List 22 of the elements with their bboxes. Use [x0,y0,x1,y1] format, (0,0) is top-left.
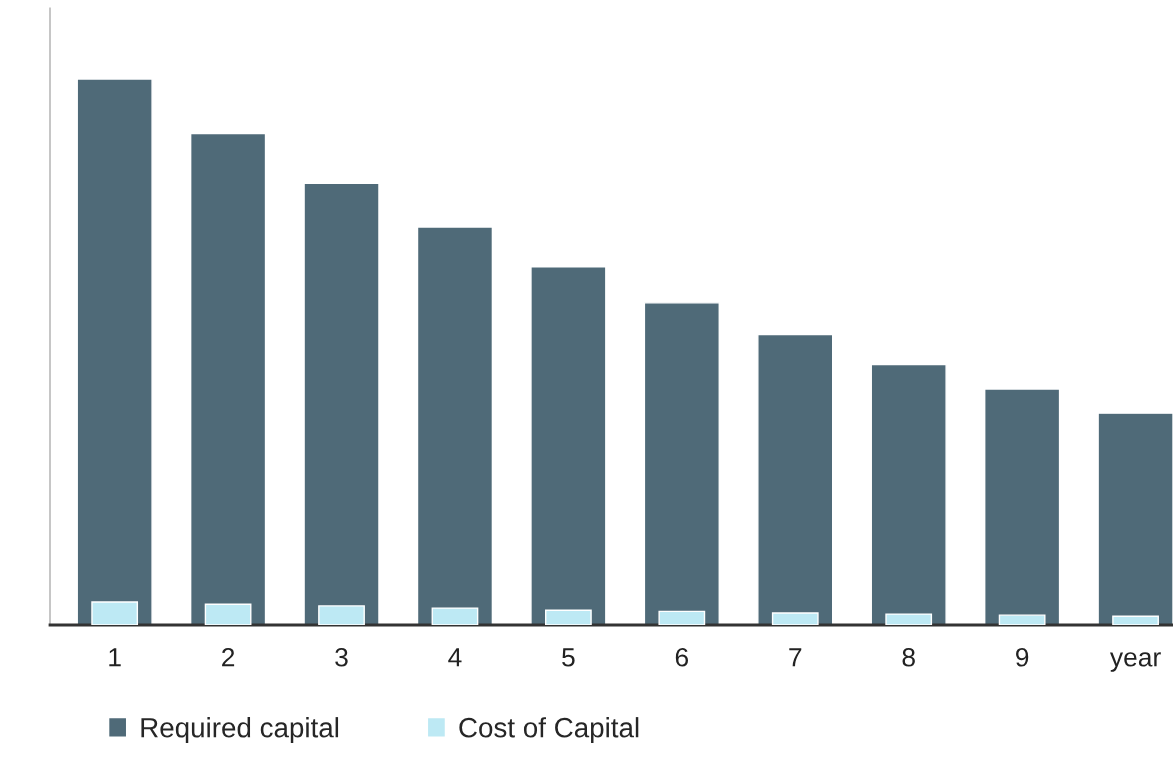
bar [189,132,267,625]
x-tick-label: 6 [675,647,689,667]
x-tick-label: 4 [448,648,462,667]
bar [76,78,153,625]
bar [416,226,494,625]
bar [303,182,380,625]
bar [530,266,607,625]
x-tick-label: 5 [562,648,575,667]
legend-label: Required capital [141,717,339,743]
x-tick-label: 9 [1016,647,1029,667]
bar [870,363,947,625]
bar [1097,412,1173,625]
bar [757,333,834,625]
x-tick-label: 7 [789,648,802,667]
legend-label: Cost of Capital [459,717,639,743]
x-tick-label: 3 [335,647,348,667]
x-tick-label: year [1109,652,1161,672]
bar [984,388,1061,625]
bar [643,302,720,625]
x-tick-label: 2 [222,647,235,667]
x-tick-label: 1 [109,648,121,667]
x-tick-label: 8 [902,647,915,667]
